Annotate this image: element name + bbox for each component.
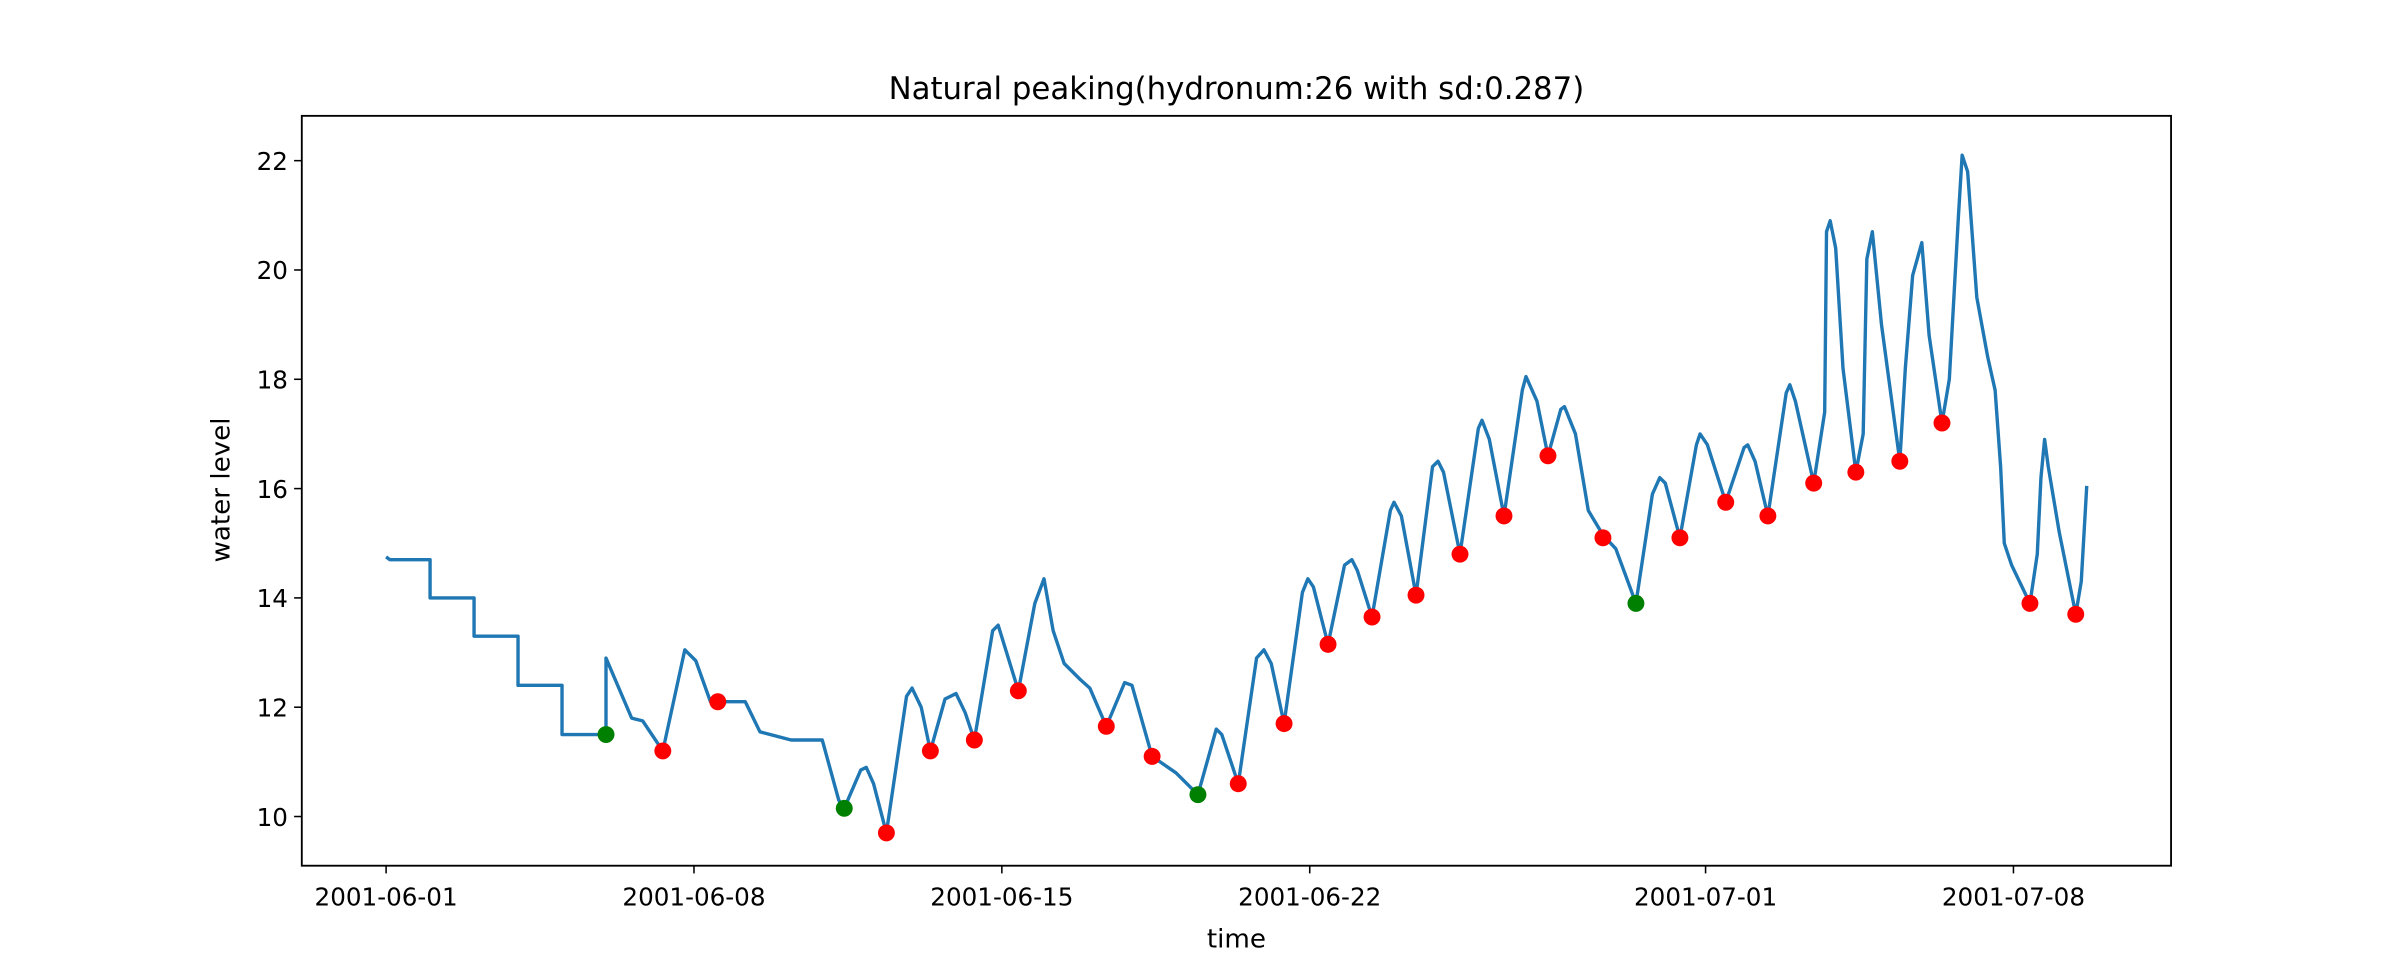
data-point xyxy=(1407,586,1425,604)
data-point xyxy=(1319,635,1337,653)
data-point xyxy=(1495,507,1513,525)
data-point xyxy=(921,742,939,760)
data-point xyxy=(1189,786,1207,804)
data-point xyxy=(1847,463,1865,481)
data-point xyxy=(1759,507,1777,525)
x-tick-label: 2001-07-01 xyxy=(1634,883,1777,912)
data-point xyxy=(835,799,853,817)
x-tick-label: 2001-06-08 xyxy=(622,883,765,912)
y-tick-label: 18 xyxy=(257,366,288,395)
data-point xyxy=(1717,493,1735,511)
x-tick-label: 2001-06-22 xyxy=(1238,883,1381,912)
y-tick-label: 10 xyxy=(257,803,288,832)
data-point xyxy=(709,693,727,711)
data-point xyxy=(1539,447,1557,465)
data-point xyxy=(1671,529,1689,547)
y-tick-label: 14 xyxy=(257,584,288,613)
y-tick-label: 12 xyxy=(257,693,288,722)
data-point xyxy=(1275,715,1293,733)
data-point xyxy=(1009,682,1027,700)
x-tick-label: 2001-07-08 xyxy=(1942,883,2085,912)
data-point xyxy=(2067,605,2085,623)
data-point xyxy=(654,742,672,760)
data-point xyxy=(1891,452,1909,470)
plot-area: 10 12 14 16 18 20 22 2001-06-01 2001-06-08 2001-0… xyxy=(257,147,2089,912)
data-point xyxy=(965,731,983,749)
chart-title: Natural peaking(hydronum:26 with sd:0.28… xyxy=(889,71,1585,107)
x-tick-label: 2001-06-15 xyxy=(930,883,1073,912)
y-tick-label: 22 xyxy=(257,147,288,176)
data-point xyxy=(877,824,895,842)
y-tick-label: 16 xyxy=(257,475,288,504)
data-point xyxy=(1143,747,1161,765)
axes-frame xyxy=(300,114,2172,867)
data-point xyxy=(1363,608,1381,626)
data-point xyxy=(1229,775,1247,793)
data-point xyxy=(1097,717,1115,735)
data-point xyxy=(1594,529,1612,547)
y-tick-label: 20 xyxy=(257,256,288,285)
data-point xyxy=(1805,474,1823,492)
data-point xyxy=(1933,414,1951,432)
data-point xyxy=(1451,545,1469,563)
x-axis-label: time xyxy=(1207,924,1266,954)
y-axis-label: water level xyxy=(206,417,236,562)
x-tick-label: 2001-06-01 xyxy=(315,883,458,912)
data-point xyxy=(2021,594,2039,612)
data-point xyxy=(1627,594,1645,612)
data-point xyxy=(597,726,615,744)
